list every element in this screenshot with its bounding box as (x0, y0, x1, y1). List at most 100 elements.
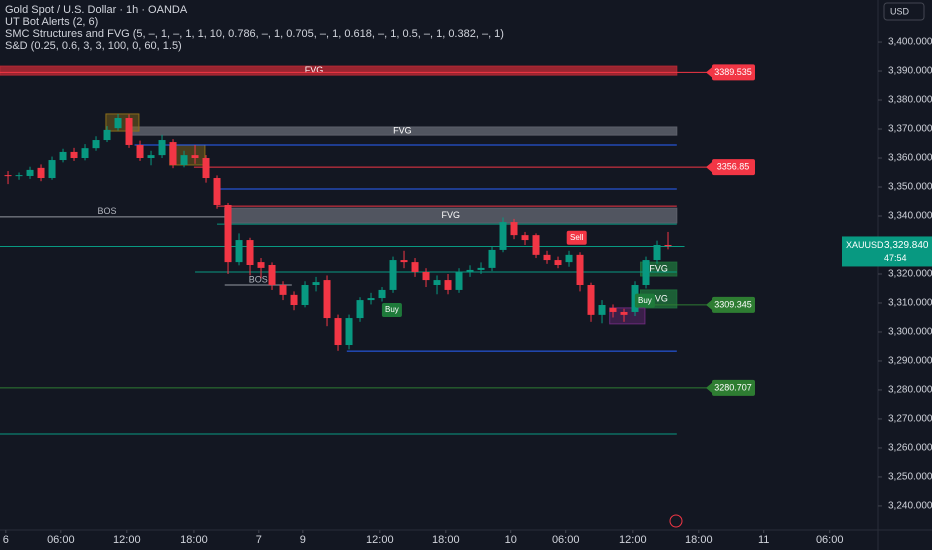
tag-pointer (706, 382, 712, 393)
zone-label: FVG (442, 210, 461, 220)
candle-body (400, 260, 408, 263)
zone (0, 65, 678, 76)
price-tag (712, 379, 755, 396)
y-tick-label: 3,310.000 (888, 298, 932, 309)
signal (381, 302, 402, 317)
price-tag (712, 64, 755, 81)
x-tick-label: 6 (3, 534, 9, 546)
candle-body (455, 271, 463, 290)
candle-body (4, 175, 12, 177)
x-tick-label: 18:00 (685, 534, 713, 546)
y-tick-label: 3,290.000 (888, 356, 932, 367)
candle-body (59, 151, 67, 161)
indicator: UT Bot Alerts (2, 6) (5, 16, 98, 28)
price-tag-label: 3309.345 (714, 299, 752, 309)
countdown: 47:54 (884, 253, 907, 263)
price-tag-label: 3280.707 (714, 382, 752, 392)
y-tick-label: 3,270.000 (888, 414, 932, 425)
last-price-tag (842, 236, 932, 267)
candle-body (598, 305, 606, 315)
candle-body (642, 260, 650, 286)
candle-body (411, 262, 419, 272)
candle-body (136, 144, 144, 159)
candle-body (422, 271, 430, 281)
y-tick-label: 3,400.000 (888, 37, 932, 48)
candle-body (257, 262, 265, 268)
bos-label: BOS (249, 274, 268, 284)
signal-label: Buy (638, 296, 652, 305)
candle-body (345, 318, 353, 346)
candle-body (653, 244, 661, 261)
y-tick-label: 3,340.000 (888, 211, 932, 222)
candle-body (268, 265, 276, 286)
candle-body (620, 311, 628, 315)
candle-body (202, 158, 210, 179)
price-tag (712, 296, 755, 313)
candle-body (444, 280, 452, 290)
candle-body (70, 151, 78, 159)
candle-body (664, 244, 672, 246)
candle-body (279, 285, 287, 295)
signal (566, 230, 587, 245)
candle-body (114, 118, 122, 129)
y-tick-label: 3,240.000 (888, 501, 932, 512)
candle-body (246, 240, 254, 265)
candle-body (15, 175, 23, 177)
zone (105, 113, 140, 132)
x-tick-label: 7 (256, 534, 262, 546)
zone (640, 261, 678, 277)
candle-body (334, 318, 342, 346)
x-tick-label: 12:00 (366, 534, 394, 546)
candle-body (510, 222, 518, 236)
y-tick-label: 3,280.000 (888, 385, 932, 396)
candle-body (48, 160, 56, 179)
y-tick-label: 3,300.000 (888, 327, 932, 338)
x-tick-label: 18:00 (432, 534, 460, 546)
zone-label: FVG (393, 125, 412, 135)
candle-body (92, 140, 100, 149)
zone-label: FVG (305, 65, 324, 75)
indicator: S&D (0.25, 0.6, 3, 3, 100, 0, 60, 1.5) (5, 40, 182, 52)
y-tick-label: 3,350.000 (888, 182, 932, 193)
price-tag-label: 3356.85 (717, 162, 750, 172)
candle-body (191, 155, 199, 159)
candle-body (378, 289, 386, 299)
price-tag-label: 3389.535 (714, 67, 752, 77)
tag-pointer (706, 299, 712, 310)
tag-pointer (706, 67, 712, 78)
x-tick-label: 11 (758, 534, 769, 546)
candle-body (367, 298, 375, 301)
y-tick-label: 3,380.000 (888, 95, 932, 106)
candle-body (224, 204, 232, 263)
price-tag (712, 159, 755, 176)
x-tick-label: 06:00 (816, 534, 844, 546)
candle-body (499, 222, 507, 250)
currency-button[interactable] (883, 2, 925, 21)
y-tick-label: 3,390.000 (888, 66, 932, 77)
y-tick-label: 3,250.000 (888, 472, 932, 483)
x-tick-label: 06:00 (47, 534, 75, 546)
candle-body (543, 254, 551, 261)
candle-body (609, 307, 617, 312)
candle-body (125, 118, 133, 145)
signal-label: Buy (385, 305, 399, 314)
bos-label: BOS (98, 206, 117, 216)
candle-body (356, 300, 364, 319)
x-tick-label: 06:00 (552, 534, 580, 546)
x-tick-label: 9 (300, 534, 306, 546)
x-tick-label: 10 (505, 534, 517, 546)
signal-label: Sell (570, 233, 584, 242)
x-tick-label: 12:00 (113, 534, 141, 546)
alert-icon[interactable] (669, 514, 683, 528)
currency[interactable]: USD (890, 6, 910, 16)
candle-body (488, 249, 496, 268)
zone-label: FVG (649, 293, 668, 303)
candle-body (389, 260, 397, 290)
candle-body (565, 254, 573, 263)
candle-body (323, 280, 331, 319)
candle-body (26, 169, 34, 176)
zone-label: FVG (649, 263, 668, 273)
x-tick-label: 12:00 (619, 534, 647, 546)
y-tick-label: 3,320.000 (888, 269, 932, 280)
